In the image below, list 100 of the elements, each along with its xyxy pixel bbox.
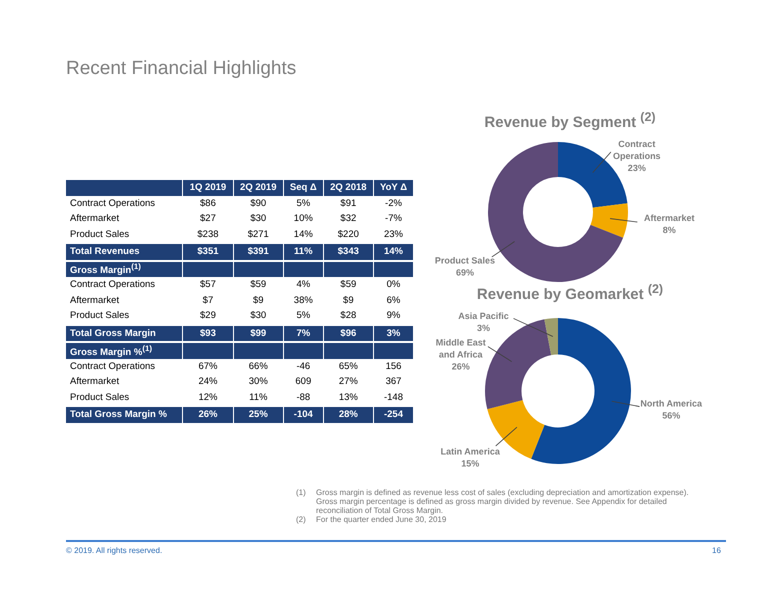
text: $391: [233, 243, 284, 260]
slice-label: Latin America: [440, 446, 501, 456]
text: (2): [296, 515, 307, 524]
data-label: 23%: [628, 162, 646, 173]
text: 13%: [338, 390, 359, 405]
text: $351: [182, 243, 234, 260]
text: 156: [384, 360, 402, 374]
text: -104: [283, 406, 324, 422]
text: Gross Margin$^{(1)}$: [66, 260, 183, 277]
text: Total Revenues: [66, 243, 183, 260]
slice-label: Asia Pacific: [458, 310, 509, 321]
text: 3%: [374, 324, 414, 342]
data-label: 3%: [476, 322, 490, 333]
text: 12%: [197, 390, 218, 405]
text: $90: [249, 196, 268, 211]
text: 26%: [182, 406, 234, 422]
text: Seq Δ: [283, 180, 324, 196]
text: 25%: [233, 406, 284, 422]
text: $96: [323, 324, 374, 342]
text: 0%: [386, 278, 402, 292]
text: -254: [374, 406, 414, 422]
text: © 2019. All rights reserved.: [66, 546, 162, 555]
text: Aftermarket: [69, 212, 120, 226]
slice-label: Contract Operations: [613, 138, 661, 161]
text: $238: [196, 228, 220, 242]
slice-label: North America: [640, 398, 704, 408]
text: 6%: [386, 294, 402, 308]
text: $343: [323, 243, 374, 260]
chart-title: Revenue by Geomarket $^{(2)}$: [476, 282, 664, 303]
data-label: 8%: [662, 224, 676, 235]
text: Gross Margin %$^{(1)}$: [66, 342, 183, 358]
text: 30%: [248, 375, 269, 390]
text: 2Q 2018: [323, 180, 374, 196]
text: 5%: [295, 196, 312, 211]
text: 609: [294, 375, 312, 390]
text: $220: [336, 228, 360, 242]
text: 2Q 2019: [233, 180, 284, 196]
text: 67%: [197, 360, 218, 374]
text: 7%: [283, 324, 324, 342]
data-label: 56%: [662, 410, 680, 420]
text: (1): [296, 488, 307, 499]
text: 65%: [338, 360, 359, 374]
text: Product Sales: [69, 390, 130, 405]
text: 9%: [386, 309, 402, 324]
text: $91: [339, 196, 358, 211]
text: 11%: [248, 390, 268, 405]
text: 24%: [197, 375, 218, 390]
data-label: 26%: [452, 361, 470, 372]
text: 1Q 2019: [182, 180, 234, 196]
text: -148: [382, 390, 404, 405]
text: Product Sales: [69, 228, 130, 242]
text: $59: [249, 278, 268, 292]
text: 14%: [292, 228, 314, 242]
text: $9: [342, 294, 355, 308]
text: Total Gross Margin %: [66, 406, 183, 422]
text: $30: [249, 309, 268, 324]
text: $28: [339, 309, 358, 324]
text: $30: [249, 212, 268, 226]
text: 66%: [248, 360, 269, 374]
text: $59: [339, 278, 358, 292]
slice-label: Product Sales: [434, 256, 495, 266]
text: Gross margin is defined as revenue less cost of sales (excluding depreciation and amortization expense). Gross margin percentage is defined as gross margin divided by revenue. See Appendix for detailed reconciliation of Total Gross Margin.: [316, 488, 690, 515]
text: -7%: [384, 212, 403, 226]
text: $27: [199, 212, 217, 226]
text: 5%: [295, 309, 312, 324]
text: $32: [339, 212, 358, 226]
text: $86: [199, 196, 217, 211]
data-label: 69%: [456, 268, 474, 278]
text: 23%: [382, 228, 404, 242]
chart-title: Revenue by Segment $^{(2)}$: [483, 110, 657, 131]
text: Contract Operations: [69, 196, 156, 211]
text: 14%: [374, 243, 414, 260]
text: Total Gross Margin: [66, 324, 183, 342]
text: $9: [252, 294, 265, 308]
text: Contract Operations: [69, 360, 156, 374]
text: -2%: [384, 196, 403, 211]
text: 4%: [295, 278, 312, 292]
slice-label: Middle East and Africa: [436, 337, 486, 360]
text: For the quarter ended June 30, 2019: [316, 515, 446, 524]
text: $93: [182, 324, 234, 342]
text: $271: [246, 228, 270, 242]
text: $57: [199, 278, 217, 292]
text: Product Sales: [69, 309, 130, 324]
text: -46: [295, 360, 312, 374]
text: 367: [384, 375, 402, 390]
text: 10%: [292, 212, 314, 226]
text: Aftermarket: [69, 375, 120, 390]
text: Contract Operations: [69, 278, 156, 292]
text: Aftermarket: [69, 294, 120, 308]
text: $99: [233, 324, 284, 342]
data-label: 15%: [461, 458, 480, 468]
text: -88: [295, 390, 312, 405]
text: 38%: [292, 294, 314, 308]
text: 16: [712, 546, 721, 555]
text: $7: [202, 294, 214, 308]
slice-label: Aftermarket: [644, 212, 694, 223]
text: 27%: [338, 375, 359, 390]
text: Recent Financial Highlights: [66, 58, 296, 80]
text: 28%: [323, 406, 374, 422]
text: YoY Δ: [374, 180, 414, 196]
